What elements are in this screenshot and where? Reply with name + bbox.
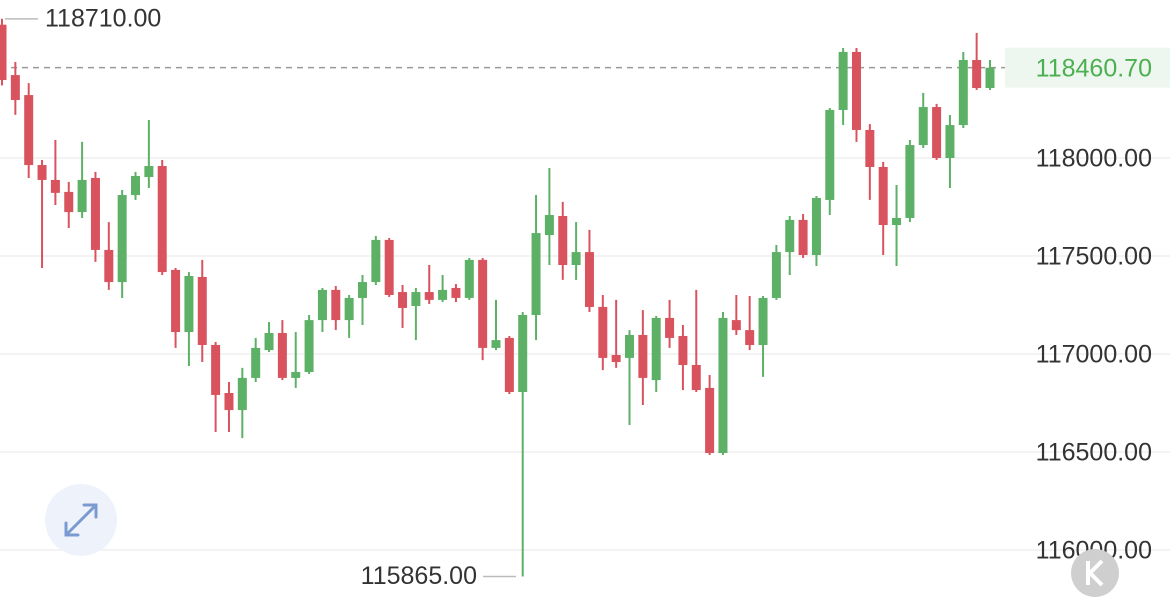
candle-body (905, 145, 915, 218)
candle-body (50, 179, 60, 193)
candle-body (731, 320, 741, 331)
last-price-label: 118460.70 (1036, 54, 1152, 82)
candle-body (771, 252, 781, 298)
candle-body (10, 75, 20, 100)
candle-body (811, 197, 821, 256)
expand-button[interactable] (45, 484, 117, 556)
candle-body (838, 51, 848, 110)
candle-body (985, 67, 995, 89)
candle-body (851, 51, 861, 130)
candle-body (277, 333, 287, 378)
candle-body (251, 347, 261, 378)
candle-body (544, 215, 554, 236)
grid (0, 66, 1170, 551)
candle-body (611, 354, 621, 363)
candle-body (598, 306, 608, 358)
candle-body (625, 334, 635, 358)
candle-body (918, 107, 928, 146)
candle-body (0, 24, 7, 80)
candle-body (24, 95, 34, 166)
candle-body (718, 317, 728, 453)
candle-body (344, 297, 354, 321)
candle-body (171, 269, 181, 333)
k-button-bg[interactable] (1071, 549, 1119, 597)
candle-body (357, 282, 367, 298)
candle-body (878, 167, 888, 226)
candle-body (64, 191, 74, 213)
candle-body (90, 177, 100, 250)
candle-body (571, 252, 581, 266)
candle-body (758, 297, 768, 345)
candle-body (264, 333, 274, 351)
candle-body (211, 344, 221, 395)
expand-icon[interactable] (64, 503, 98, 537)
candle-body (37, 165, 47, 180)
k-button[interactable] (1071, 549, 1119, 597)
labels: 118000.00117500.00117000.00116500.001160… (5, 4, 1170, 590)
annotation-label: 115865.00 (361, 562, 477, 590)
candle-body (424, 292, 434, 300)
candle-body (678, 335, 688, 365)
candle-body (77, 179, 87, 213)
candle-body (331, 289, 341, 321)
candle-body (558, 216, 568, 266)
candle-body (531, 233, 541, 315)
candle-body (798, 219, 808, 256)
candle-body (691, 364, 701, 391)
y-tick-label: 117000.00 (1036, 341, 1152, 369)
candle-body (932, 107, 942, 158)
candles (0, 18, 995, 577)
candle-body (104, 249, 114, 283)
candle-body (451, 287, 461, 298)
annotation-label: 118710.00 (45, 4, 161, 32)
candle-body (865, 129, 875, 168)
candle-body (184, 275, 194, 333)
candle-body (197, 276, 207, 345)
candle-body (504, 337, 514, 393)
candle-body (478, 259, 488, 348)
k-icon[interactable] (1086, 559, 1104, 587)
candle-body (398, 292, 408, 308)
candle-body (157, 166, 167, 273)
candle-body (638, 334, 648, 378)
y-tick-label: 117500.00 (1036, 243, 1152, 271)
candle-body (317, 289, 327, 321)
candle-body (144, 166, 154, 178)
candle-body (945, 125, 955, 158)
candle-body (384, 239, 394, 296)
candle-body (892, 217, 902, 226)
y-tick-label: 116500.00 (1036, 439, 1152, 467)
candle-body (237, 377, 247, 411)
candle-body (464, 259, 474, 298)
candle-body (651, 317, 661, 381)
candle-body (371, 239, 381, 283)
candle-body (958, 59, 968, 126)
candle-body (117, 195, 127, 283)
candle-body (491, 340, 501, 348)
y-tick-label: 118000.00 (1036, 145, 1152, 173)
candle-body (291, 372, 301, 378)
candle-body (745, 330, 755, 345)
candle-body (705, 387, 715, 453)
candle-body (518, 314, 528, 393)
candle-body (972, 59, 982, 89)
last-price-bg (1005, 47, 1170, 88)
candle-body (825, 109, 835, 200)
candle-body (411, 292, 421, 306)
candle-body (438, 289, 448, 300)
candle-body (224, 393, 234, 411)
candle-body (665, 317, 675, 338)
candle-body (584, 252, 594, 307)
candle-body (304, 320, 314, 373)
candle-body (785, 219, 795, 253)
candle-body (131, 176, 141, 196)
